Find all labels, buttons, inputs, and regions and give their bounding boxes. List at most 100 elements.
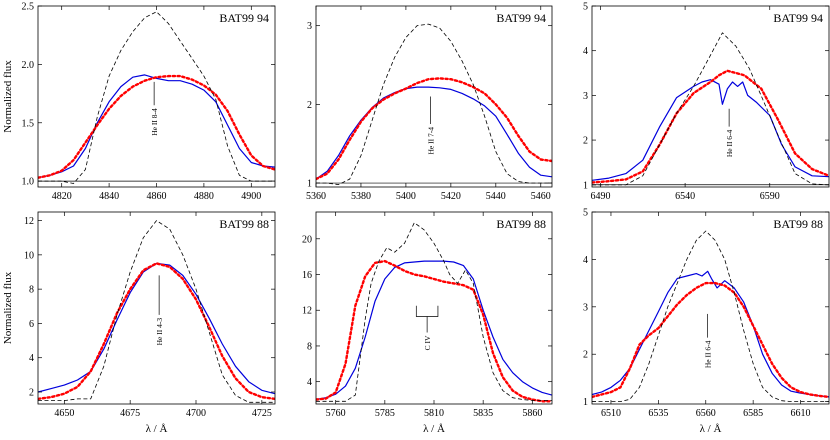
observed-spectrum-line — [38, 74, 275, 179]
y-tick-label: 1 — [583, 397, 588, 408]
y-tick-label: 5 — [583, 2, 588, 13]
x-tick-label: 4700 — [186, 408, 206, 419]
x-tick-label: 5380 — [351, 191, 371, 202]
y-tick-label: 4 — [583, 46, 588, 57]
y-tick-label: 2 — [29, 388, 34, 399]
x-tick-label: 4880 — [194, 191, 214, 202]
line-marker-bracket — [415, 305, 439, 333]
y-tick-label: 1 — [583, 180, 588, 191]
x-tick-label: 4900 — [241, 191, 261, 202]
x-tick-label: 5785 — [375, 408, 395, 419]
x-tick-label: 5810 — [424, 408, 444, 419]
y-tick-label: 2.5 — [22, 2, 35, 13]
x-tick-label: 6535 — [648, 408, 668, 419]
y-tick-label: 10 — [24, 250, 34, 261]
x-tick-label: 5400 — [396, 191, 416, 202]
x-tick-label: 4725 — [252, 408, 272, 419]
line-identification-label: He II 4-3 — [155, 318, 164, 346]
y-tick-label: 1 — [307, 179, 312, 190]
x-tick-label: 5420 — [441, 191, 461, 202]
y-axis-label: Normalized flux — [2, 271, 14, 344]
x-tick-label: 4860 — [147, 191, 167, 202]
plot-frame — [315, 5, 553, 188]
x-tick-label: 5835 — [473, 408, 493, 419]
panel-1: 4820 4840 4860 4880 4900 1.0 1.5 2.0 2.5 BAT99 94… — [2, 2, 276, 202]
x-axis-label: λ / Å — [423, 423, 445, 435]
y-tick-label: 2 — [307, 100, 312, 111]
y-tick-label: 4 — [307, 377, 312, 388]
model-dashed-line — [38, 220, 275, 403]
y-tick-label: 2 — [583, 350, 588, 361]
x-tick-label: 6610 — [791, 408, 811, 419]
plot-frame — [591, 5, 830, 188]
panel-title: BAT99 88 — [773, 217, 823, 231]
panel-title: BAT99 94 — [496, 11, 546, 25]
x-tick-label: 4820 — [52, 191, 72, 202]
observed-spectrum-line — [316, 260, 552, 401]
y-tick-label: 8 — [307, 341, 312, 352]
y-tick-label: 3 — [583, 91, 588, 102]
x-tick-label: 5360 — [306, 191, 326, 202]
x-tick-label: 4840 — [99, 191, 119, 202]
y-tick-label: 20 — [302, 234, 312, 245]
model-dotted-line — [592, 69, 829, 184]
x-tick-label: 6560 — [696, 408, 716, 419]
x-tick-label: 4675 — [120, 408, 140, 419]
panel-6: 6510 6535 6560 6585 6610 1 2 3 4 5 BAT99 88 λ / Å He… — [583, 208, 830, 435]
y-axis-label: Normalized flux — [2, 60, 14, 133]
panel-title: BAT99 94 — [219, 11, 269, 25]
line-identification-label: He II 8-4 — [150, 108, 159, 136]
y-tick-label: 4 — [583, 255, 588, 266]
x-tick-label: 6510 — [601, 408, 621, 419]
model-dotted-line — [38, 74, 275, 179]
y-tick-label: 2.0 — [22, 60, 35, 71]
observed-spectrum-line — [316, 86, 552, 180]
y-tick-label: 12 — [24, 216, 34, 227]
model-dashed-line — [38, 11, 275, 184]
line-identification-label: He II 6-4 — [704, 340, 713, 368]
line-identification-label: He II 6-4 — [725, 129, 734, 157]
y-tick-label: 5 — [583, 208, 588, 219]
x-tick-label: 6540 — [675, 191, 695, 202]
model-dotted-line — [316, 259, 552, 403]
y-tick-label: 4 — [29, 353, 34, 364]
panel-5: 5760 5785 5810 5835 5860 4 8 12 16 20 BAT99 88 λ / … — [302, 211, 553, 435]
panel-3: 6490 6540 6590 1 2 3 4 5 BAT99 94 He II 6-4 — [583, 2, 830, 202]
panel-title: BAT99 94 — [773, 11, 823, 25]
model-dotted-line — [316, 77, 552, 181]
panel-title: BAT99 88 — [219, 217, 269, 231]
y-tick-label: 16 — [302, 270, 312, 281]
y-tick-label: 8 — [29, 285, 34, 296]
panel-title: BAT99 88 — [496, 217, 546, 231]
x-tick-label: 6490 — [590, 191, 610, 202]
model-dashed-line — [316, 222, 552, 402]
line-identification-label: C IV — [423, 335, 432, 350]
model-dashed-line — [592, 230, 829, 402]
x-tick-label: 5440 — [486, 191, 506, 202]
observed-spectrum-line — [592, 270, 829, 398]
x-axis-label: λ / Å — [146, 423, 168, 435]
y-tick-label: 1.0 — [22, 177, 35, 188]
x-tick-label: 5860 — [522, 408, 542, 419]
plot-frame — [591, 211, 830, 405]
x-axis-label: λ / Å — [700, 423, 722, 435]
y-tick-label: 12 — [302, 306, 312, 317]
x-tick-label: 4650 — [54, 408, 74, 419]
model-dotted-line — [592, 281, 829, 399]
model-dotted-line — [38, 262, 275, 401]
y-tick-label: 6 — [29, 319, 34, 330]
x-tick-label: 6590 — [760, 191, 780, 202]
plot-frame — [37, 211, 276, 405]
line-identification-label: He II 7-4 — [427, 127, 436, 155]
y-tick-label: 1.5 — [22, 118, 35, 129]
y-tick-label: 3 — [307, 21, 312, 32]
x-tick-label: 6585 — [743, 408, 763, 419]
panel-4: 4650 4675 4700 4725 2 4 6 8 10 12 BAT99 88 Normaliz… — [2, 211, 276, 435]
model-dashed-line — [316, 23, 552, 185]
panel-2: 5360 5380 5400 5420 5440 5460 1 2 3 BAT99 94 He II… — [306, 5, 553, 202]
y-tick-label: 2 — [583, 136, 588, 147]
observed-spectrum-line — [592, 79, 829, 181]
x-tick-label: 5760 — [326, 408, 346, 419]
y-tick-label: 3 — [583, 302, 588, 313]
